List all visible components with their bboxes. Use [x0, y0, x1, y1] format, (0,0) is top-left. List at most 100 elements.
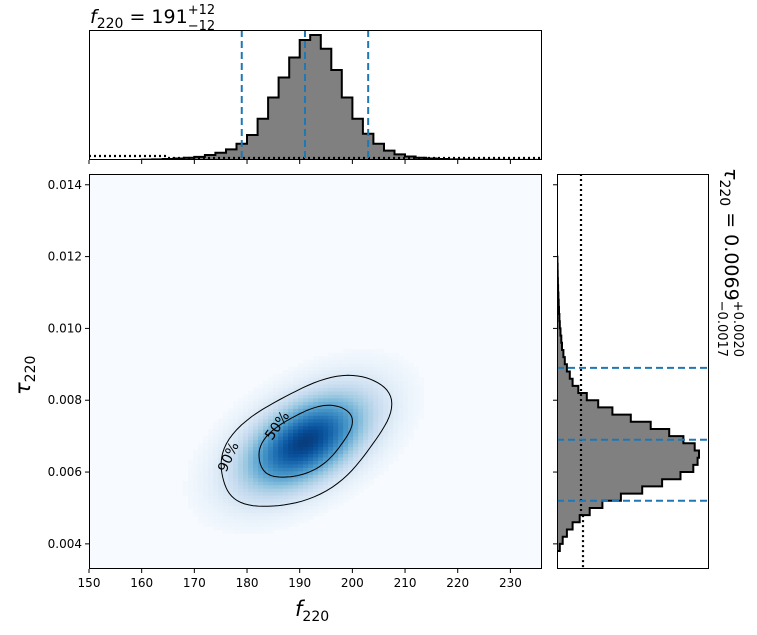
density-cell [293, 411, 299, 416]
density-cell [233, 512, 239, 517]
density-cell [248, 418, 254, 423]
density-cell [218, 436, 224, 441]
density-cell [318, 505, 324, 510]
density-cell [338, 467, 344, 472]
density-cell [328, 377, 334, 382]
density-cell [253, 415, 259, 420]
density-cell [278, 418, 284, 423]
density-cell [358, 370, 364, 375]
density-cell [303, 512, 309, 517]
density-cell [248, 436, 254, 441]
density-cell [263, 463, 269, 468]
density-cell [388, 387, 394, 392]
density-cell [323, 383, 329, 389]
density-cell [328, 411, 334, 416]
density-cell [253, 519, 259, 524]
density-cell [308, 439, 314, 444]
density-cell [213, 442, 219, 448]
density-cell [373, 453, 379, 458]
density-cell [358, 401, 364, 406]
density-cell [403, 418, 409, 423]
density-cell [328, 422, 334, 427]
density-cell [373, 474, 379, 479]
density-cell [298, 394, 304, 399]
density-cell [278, 442, 284, 448]
density-cell [278, 488, 284, 493]
density-cell [368, 432, 374, 437]
density-cell [353, 415, 359, 420]
density-cell [408, 432, 414, 437]
density-cell [313, 408, 319, 413]
density-cell [308, 491, 314, 496]
density-cell [258, 467, 264, 472]
density-cell [283, 484, 289, 489]
density-cell [188, 505, 194, 510]
density-cell [413, 425, 419, 430]
density-cell [333, 359, 339, 364]
density-cell [213, 498, 219, 503]
density-cell [273, 491, 279, 496]
density-cell [208, 515, 214, 520]
density-cell [288, 432, 294, 437]
density-cell [268, 512, 274, 517]
density-cell [328, 432, 334, 437]
density-cell [243, 408, 249, 413]
density-cell [268, 397, 274, 402]
density-cell [258, 470, 264, 475]
density-cell [303, 432, 309, 437]
density-cell [208, 432, 214, 437]
density-cell [358, 397, 364, 402]
density-cell [333, 356, 339, 361]
density-cell [388, 356, 394, 361]
density-cell [333, 425, 339, 430]
density-cell [298, 370, 304, 375]
density-cell [238, 526, 244, 531]
density-cell [293, 366, 299, 371]
density-cell [308, 411, 314, 416]
density-cell [298, 491, 304, 496]
density-cell [273, 460, 279, 465]
density-cell [198, 446, 204, 451]
density-cell [298, 515, 304, 520]
density-cell [233, 425, 239, 430]
density-cell [208, 463, 214, 468]
density-cell [363, 359, 369, 364]
density-cell [298, 495, 304, 500]
density-cell [398, 373, 404, 378]
density-cell [318, 432, 324, 437]
density-cell [323, 397, 329, 402]
density-cell [303, 425, 309, 430]
density-cell [213, 439, 219, 444]
density-cell [333, 366, 339, 371]
density-cell [288, 401, 294, 406]
density-cell [263, 436, 269, 441]
density-cell [223, 467, 229, 472]
density-cell [248, 429, 254, 434]
density-cell [393, 415, 399, 420]
density-cell [293, 439, 299, 444]
density-cell [203, 470, 209, 475]
density-cell [393, 380, 399, 385]
density-cell [373, 467, 379, 472]
density-cell [343, 460, 349, 465]
density-cell [353, 380, 359, 385]
density-cell [238, 436, 244, 441]
density-cell [193, 463, 199, 468]
density-cell [308, 512, 314, 517]
density-cell [243, 436, 249, 441]
density-cell [243, 470, 249, 475]
density-cell [208, 501, 214, 507]
density-cell [363, 363, 369, 368]
density-cell [243, 481, 249, 486]
x-tick-label: 220 [446, 576, 469, 590]
density-cell [368, 467, 374, 472]
density-cell [208, 470, 214, 475]
density-cell [248, 470, 254, 475]
density-cell [348, 366, 354, 371]
density-cell [258, 512, 264, 517]
density-cell [293, 425, 299, 430]
density-cell [203, 436, 209, 441]
density-cell [338, 383, 344, 389]
density-cell [328, 359, 334, 364]
density-cell [258, 390, 264, 395]
